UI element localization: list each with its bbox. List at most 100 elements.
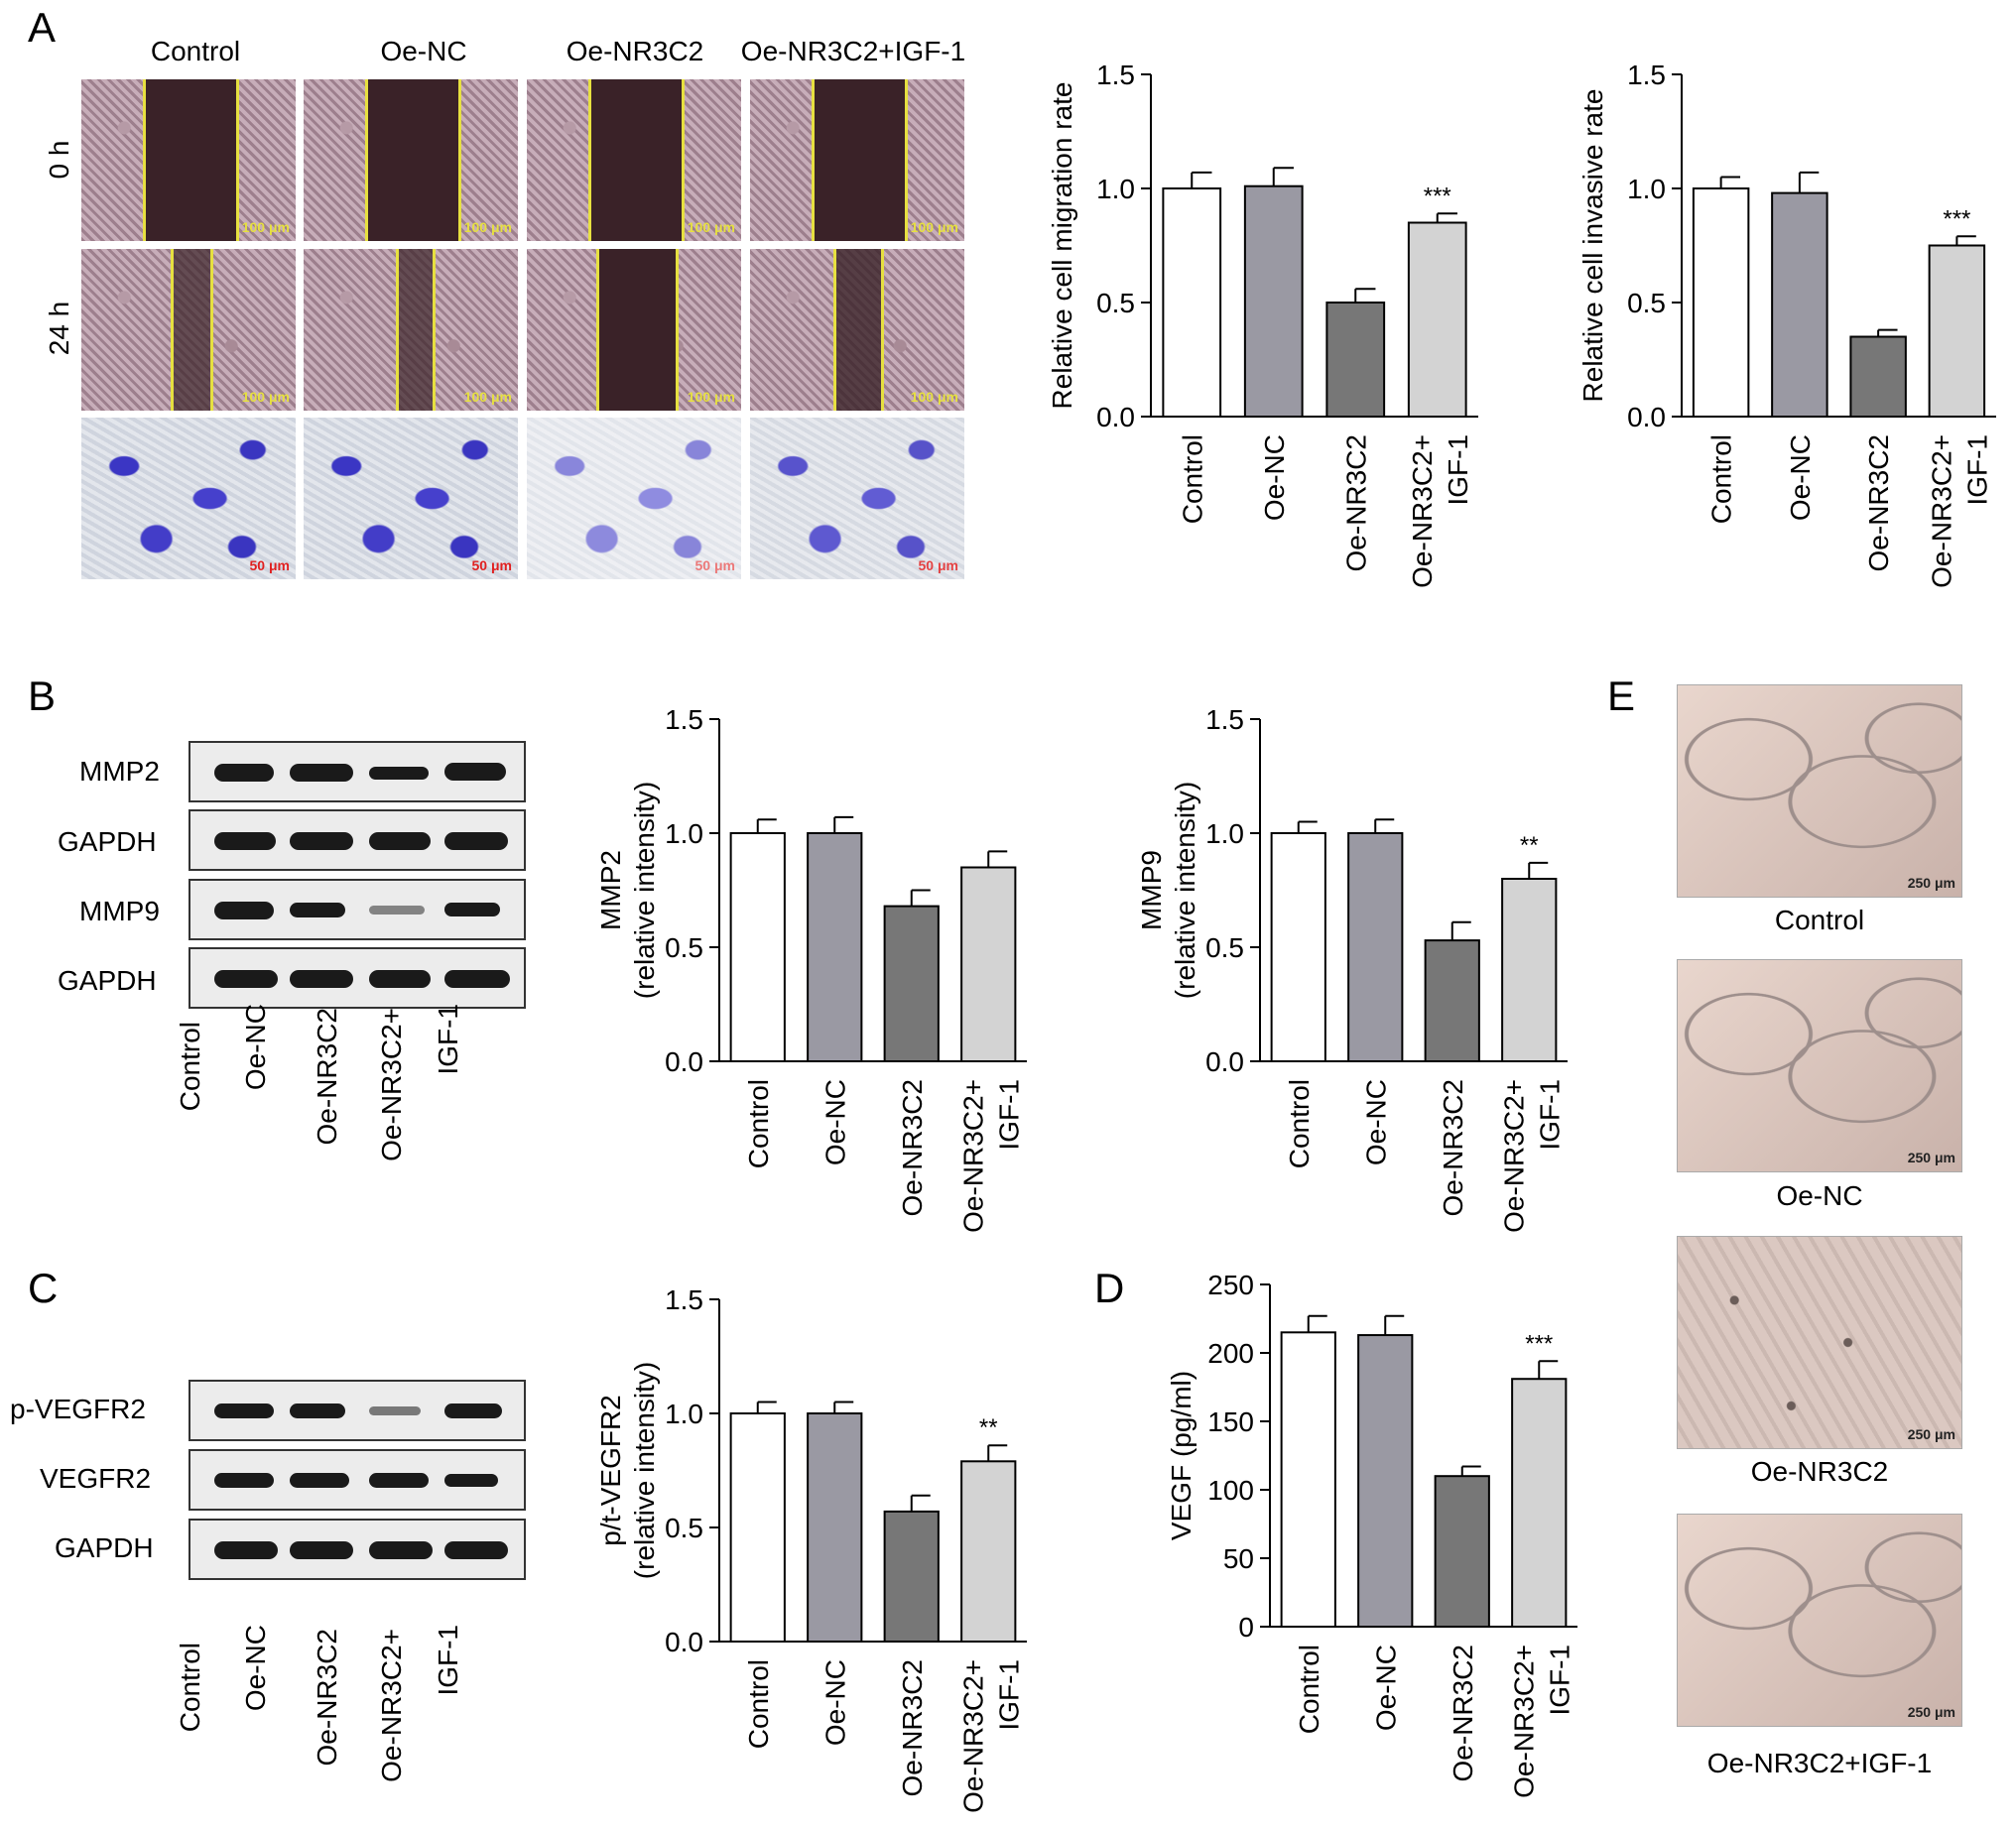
y-axis-label: MMP2 [595, 850, 626, 930]
scale-label: 250 μm [1907, 1150, 1955, 1165]
bar [1849, 335, 1907, 418]
y-axis-label: (relative intensity) [629, 1362, 660, 1579]
x-tick-label: Oe-NR3C2+ [1508, 1645, 1539, 1798]
y-axis-label: (relative intensity) [1170, 782, 1200, 999]
x-tick-label: Oe-NR3C2 [1448, 1645, 1478, 1781]
tube-image-oe-nr3c2-igf1: 250 μm [1677, 1514, 1962, 1727]
x-tick-label: Oe-NR3C2 [897, 1659, 928, 1796]
a-col-label-oe-nr3c2: Oe-NR3C2 [566, 36, 704, 66]
e-label-oe-nc: Oe-NC [1776, 1180, 1863, 1211]
panel-letter-c: C [28, 1265, 59, 1311]
y-tick-label: 0.0 [1205, 1046, 1244, 1077]
transwell-image-oe-nc: 50 μm [304, 418, 518, 579]
blot-c-p-vegfr2 [189, 1380, 526, 1441]
wound-image-control-0h: 100 μm [81, 79, 296, 241]
y-tick-label: 1.5 [665, 704, 703, 735]
bar [1771, 191, 1828, 418]
significance-label: *** [1525, 1330, 1553, 1357]
y-tick-label: 1.5 [1205, 704, 1244, 735]
a-row-label-24h: 24 h [44, 301, 74, 356]
x-tick-label: Oe-NR3C2 [1438, 1079, 1468, 1216]
bar [1162, 187, 1222, 418]
blot-b-gapdh-1 [189, 809, 526, 871]
wound-image-oe-nr3c2-0h: 100 μm [527, 79, 741, 241]
chart-mmp9: 0.0 0.5 1.0 1.5 MMP9 (relative intensity) Cont… [1136, 704, 1568, 1233]
bar [729, 832, 786, 1062]
blot-c-lane-igf1: IGF-1 [433, 1625, 463, 1696]
wound-image-oe-nr3c2-igf1-0h: 100 μm [750, 79, 964, 241]
x-tick-label: Oe-NR3C2 [1340, 434, 1371, 571]
y-tick-label: 0.5 [1627, 288, 1666, 318]
scale-label: 100 μm [241, 219, 290, 235]
y-tick-label: 1.5 [1096, 60, 1135, 90]
y-tick-label: 0.5 [665, 932, 703, 963]
y-tick-label: 100 [1207, 1475, 1254, 1506]
scale-label: 100 μm [463, 219, 512, 235]
bar [883, 1510, 940, 1643]
scale-label: 250 μm [1907, 875, 1955, 891]
x-tick-label: IGF-1 [1544, 1645, 1575, 1716]
y-tick-label: 150 [1207, 1406, 1254, 1437]
e-label-oe-nr3c2-igf1: Oe-NR3C2+IGF-1 [1706, 1748, 1933, 1778]
blot-b-label-gapdh-2: GAPDH [58, 965, 157, 996]
a-col-label-oe-nr3c2-igf1: Oe-NR3C2+IGF-1 [740, 36, 966, 66]
y-tick-label: 1.0 [1205, 818, 1244, 849]
y-tick-label: 200 [1207, 1338, 1254, 1369]
tube-image-control: 250 μm [1677, 684, 1962, 898]
y-axis-label: MMP9 [1136, 850, 1167, 930]
x-tick-label: Oe-NR3C2+ [957, 1079, 988, 1233]
significance-label: ** [979, 1414, 998, 1441]
panel-letter-b: B [28, 672, 57, 719]
e-label-control: Control [1774, 905, 1865, 935]
blot-c-label-p-vegfr2: p-VEGFR2 [10, 1394, 146, 1424]
bar [1280, 1331, 1336, 1629]
blot-b-lane-igf1: IGF-1 [433, 1004, 463, 1075]
bar [1325, 302, 1386, 418]
x-tick-label: Oe-NR3C2+ [957, 1659, 988, 1813]
y-axis-label: (relative intensity) [629, 782, 660, 999]
chart-vegf: 0 50 100 150 200 250 VEGF (pg/ml) Control Oe-NC O… [1166, 1270, 1577, 1798]
x-tick-label: Oe-NC [819, 1079, 850, 1165]
y-axis-label: Relative cell migration rate [1047, 82, 1077, 410]
x-tick-label: Control [743, 1079, 774, 1168]
x-tick-label: Oe-NC [1259, 434, 1290, 521]
x-tick-label: Control [1177, 434, 1207, 524]
bar [960, 1460, 1017, 1643]
x-tick-label: Control [1706, 434, 1737, 524]
y-tick-label: 1.0 [665, 1399, 703, 1429]
scale-label: 50 μm [471, 557, 512, 573]
significance-label: *** [1424, 183, 1451, 209]
bar [729, 1412, 786, 1643]
bar [1243, 184, 1304, 418]
y-axis-label: VEGF (pg/ml) [1166, 1371, 1197, 1540]
blot-c-gapdh [189, 1519, 526, 1580]
y-tick-label: 1.0 [1096, 174, 1135, 204]
bar [1407, 221, 1467, 418]
bar [1357, 1334, 1414, 1628]
blot-c-lane-oe-nc: Oe-NC [240, 1625, 271, 1712]
x-tick-label: IGF-1 [993, 1659, 1024, 1731]
blot-b-label-mmp2: MMP2 [79, 756, 160, 787]
y-tick-label: 250 [1207, 1270, 1254, 1300]
y-axis-label: p/t-VEGFR2 [595, 1395, 626, 1545]
scale-label: 100 μm [241, 389, 290, 405]
blot-c-label-vegfr2: VEGFR2 [40, 1463, 152, 1494]
x-tick-label: Control [743, 1659, 774, 1749]
blot-b-label-gapdh-1: GAPDH [58, 826, 157, 857]
significance-label: *** [1943, 205, 1970, 232]
bar [883, 905, 940, 1062]
scale-label: 100 μm [687, 219, 735, 235]
blot-c-vegfr2 [189, 1449, 526, 1511]
blot-c-label-gapdh: GAPDH [55, 1532, 154, 1563]
x-tick-label: IGF-1 [1534, 1079, 1565, 1151]
x-tick-label: Oe-NR3C2+ [1926, 434, 1956, 588]
chart-vegfr2: 0.0 0.5 1.0 1.5 p/t-VEGFR2 (relative intensit… [595, 1284, 1027, 1813]
y-tick-label: 1.5 [665, 1284, 703, 1315]
bar [807, 832, 863, 1062]
x-tick-label: Control [1284, 1079, 1315, 1168]
bar [1434, 1475, 1490, 1628]
blot-b-lane-oe-nc: Oe-NC [240, 1004, 271, 1091]
y-tick-label: 50 [1223, 1543, 1254, 1574]
y-tick-label: 0.0 [665, 1046, 703, 1077]
blot-b-label-mmp9: MMP9 [79, 896, 160, 926]
